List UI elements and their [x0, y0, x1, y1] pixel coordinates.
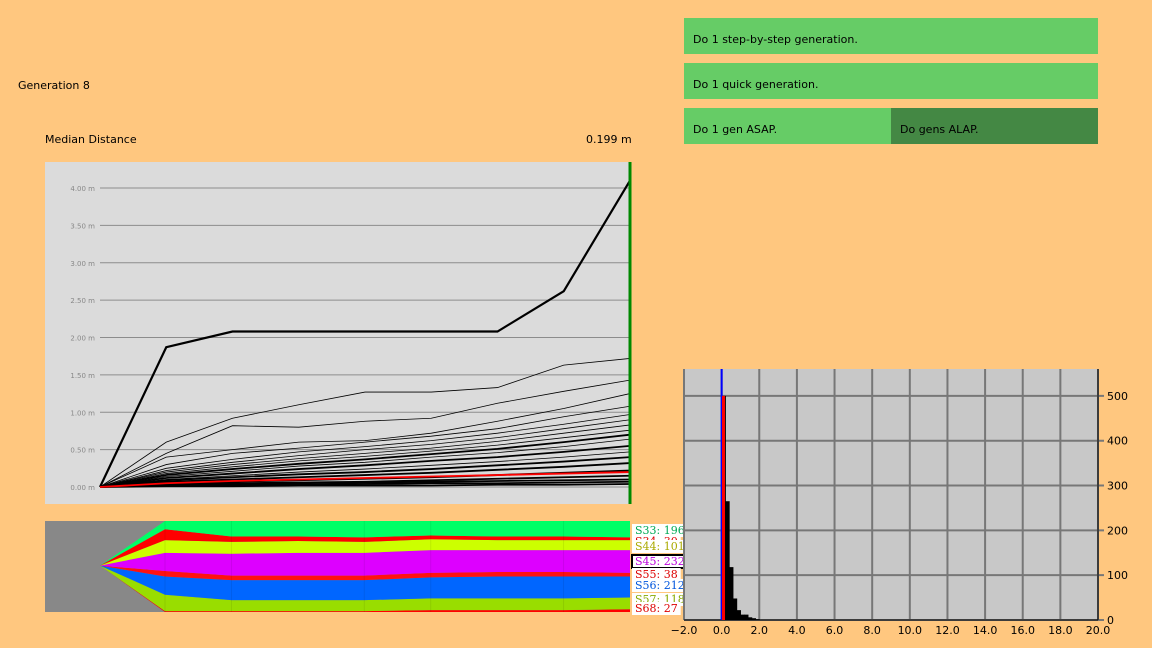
graph-series-line	[99, 433, 631, 488]
histogram-background	[684, 369, 1098, 620]
histogram-bar	[744, 614, 749, 620]
y-tick-label: 400	[1107, 435, 1128, 448]
y-tick-label: 3.50 m	[70, 222, 95, 230]
graph-series-line	[99, 456, 631, 488]
x-tick-label: 12.0	[935, 624, 960, 637]
graph-series-line	[99, 438, 631, 488]
species-band	[100, 565, 630, 601]
x-tick-label: 20.0	[1086, 624, 1111, 637]
x-tick-label: 2.0	[751, 624, 769, 637]
histogram-bar	[729, 567, 734, 620]
species-label-box	[632, 602, 681, 615]
species-band	[100, 521, 630, 566]
y-tick-label: 4.00 m	[70, 185, 95, 193]
step-generation-button[interactable]: Do 1 step-by-step generation.	[684, 18, 1098, 54]
x-tick-label: −2.0	[671, 624, 698, 637]
y-tick-label: 0.00 m	[70, 484, 95, 492]
species-label-box	[632, 568, 681, 581]
median-distance-label: Median Distance	[45, 133, 137, 146]
species-label: S45: 232	[635, 555, 685, 568]
graph-series-line	[99, 444, 631, 488]
x-tick-label: 16.0	[1010, 624, 1035, 637]
histogram-bar	[736, 610, 741, 620]
species-band	[100, 529, 630, 566]
species-label: S33: 196	[635, 524, 685, 537]
distance-histogram: −2.0 0.0 2.0 4.0 6.0 8.0 10.0 12.0 14.0 16.0 18.0 2…	[671, 369, 1128, 637]
histogram-bar	[732, 598, 738, 620]
y-tick-label: 3.00 m	[70, 260, 95, 268]
y-tick-label: 300	[1107, 480, 1128, 493]
x-tick-label: 10.0	[898, 624, 923, 637]
graph-series-line	[99, 429, 631, 488]
species-label: S56: 212	[635, 579, 685, 592]
gens-alap-button[interactable]: Do gens ALAP.	[891, 108, 1098, 144]
species-label: S55: 38	[635, 568, 678, 581]
x-tick-label: 18.0	[1048, 624, 1073, 637]
graph-series-line	[99, 393, 631, 488]
histogram-median-marker	[722, 395, 726, 620]
graph-series-line	[99, 358, 631, 488]
median-distance-value: 0.199 m	[586, 133, 632, 146]
graph-series-line	[99, 419, 631, 488]
y-tick-label: 2.50 m	[70, 297, 95, 305]
histogram-bar	[747, 617, 753, 620]
y-tick-label: 500	[1107, 390, 1128, 403]
graph-series-line	[99, 480, 631, 488]
gen-asap-button[interactable]: Do 1 gen ASAP.	[684, 108, 891, 144]
species-label-box	[632, 524, 687, 537]
y-tick-label: 0.50 m	[70, 447, 95, 455]
graph-series-line	[99, 483, 631, 488]
histogram-bar	[740, 614, 745, 620]
histogram-bar	[755, 619, 760, 620]
species-label-box	[632, 579, 687, 592]
x-tick-label: 8.0	[863, 624, 881, 637]
histogram-bar	[725, 501, 730, 620]
fitness-percentile-graph: 0.00 m 0.50 m 1.00 m 1.50 m 2.00 m 2.50 m 3.00…	[45, 162, 632, 504]
y-tick-label: 0	[1107, 614, 1114, 627]
graph-series-line	[99, 462, 631, 488]
graph-series-line	[99, 179, 631, 488]
species-label: S44: 101	[635, 540, 685, 553]
x-tick-label: 4.0	[788, 624, 806, 637]
species-band	[100, 550, 630, 576]
histogram-bar	[751, 618, 757, 620]
graph-series-line	[99, 471, 631, 488]
species-label: S68: 27	[635, 602, 678, 615]
species-label-box	[632, 540, 687, 553]
graph-series-line	[99, 405, 631, 488]
graph-series-line	[99, 414, 631, 488]
x-tick-label: 0.0	[713, 624, 731, 637]
y-tick-label: 1.00 m	[70, 409, 95, 417]
y-tick-label: 1.50 m	[70, 372, 95, 380]
species-band	[100, 539, 630, 566]
y-tick-label: 100	[1107, 569, 1128, 582]
x-tick-label: 14.0	[973, 624, 998, 637]
y-tick-label: 200	[1107, 524, 1128, 537]
generation-label: Generation 8	[18, 79, 90, 92]
graph-background	[45, 162, 630, 504]
x-tick-label: 6.0	[826, 624, 844, 637]
graph-series-line	[99, 379, 631, 488]
species-band	[100, 565, 630, 612]
species-band	[100, 565, 630, 581]
quick-generation-button[interactable]: Do 1 quick generation.	[684, 63, 1098, 99]
graph-series-line	[99, 451, 631, 488]
graph-series-line	[99, 424, 631, 488]
y-tick-label: 2.00 m	[70, 335, 95, 343]
